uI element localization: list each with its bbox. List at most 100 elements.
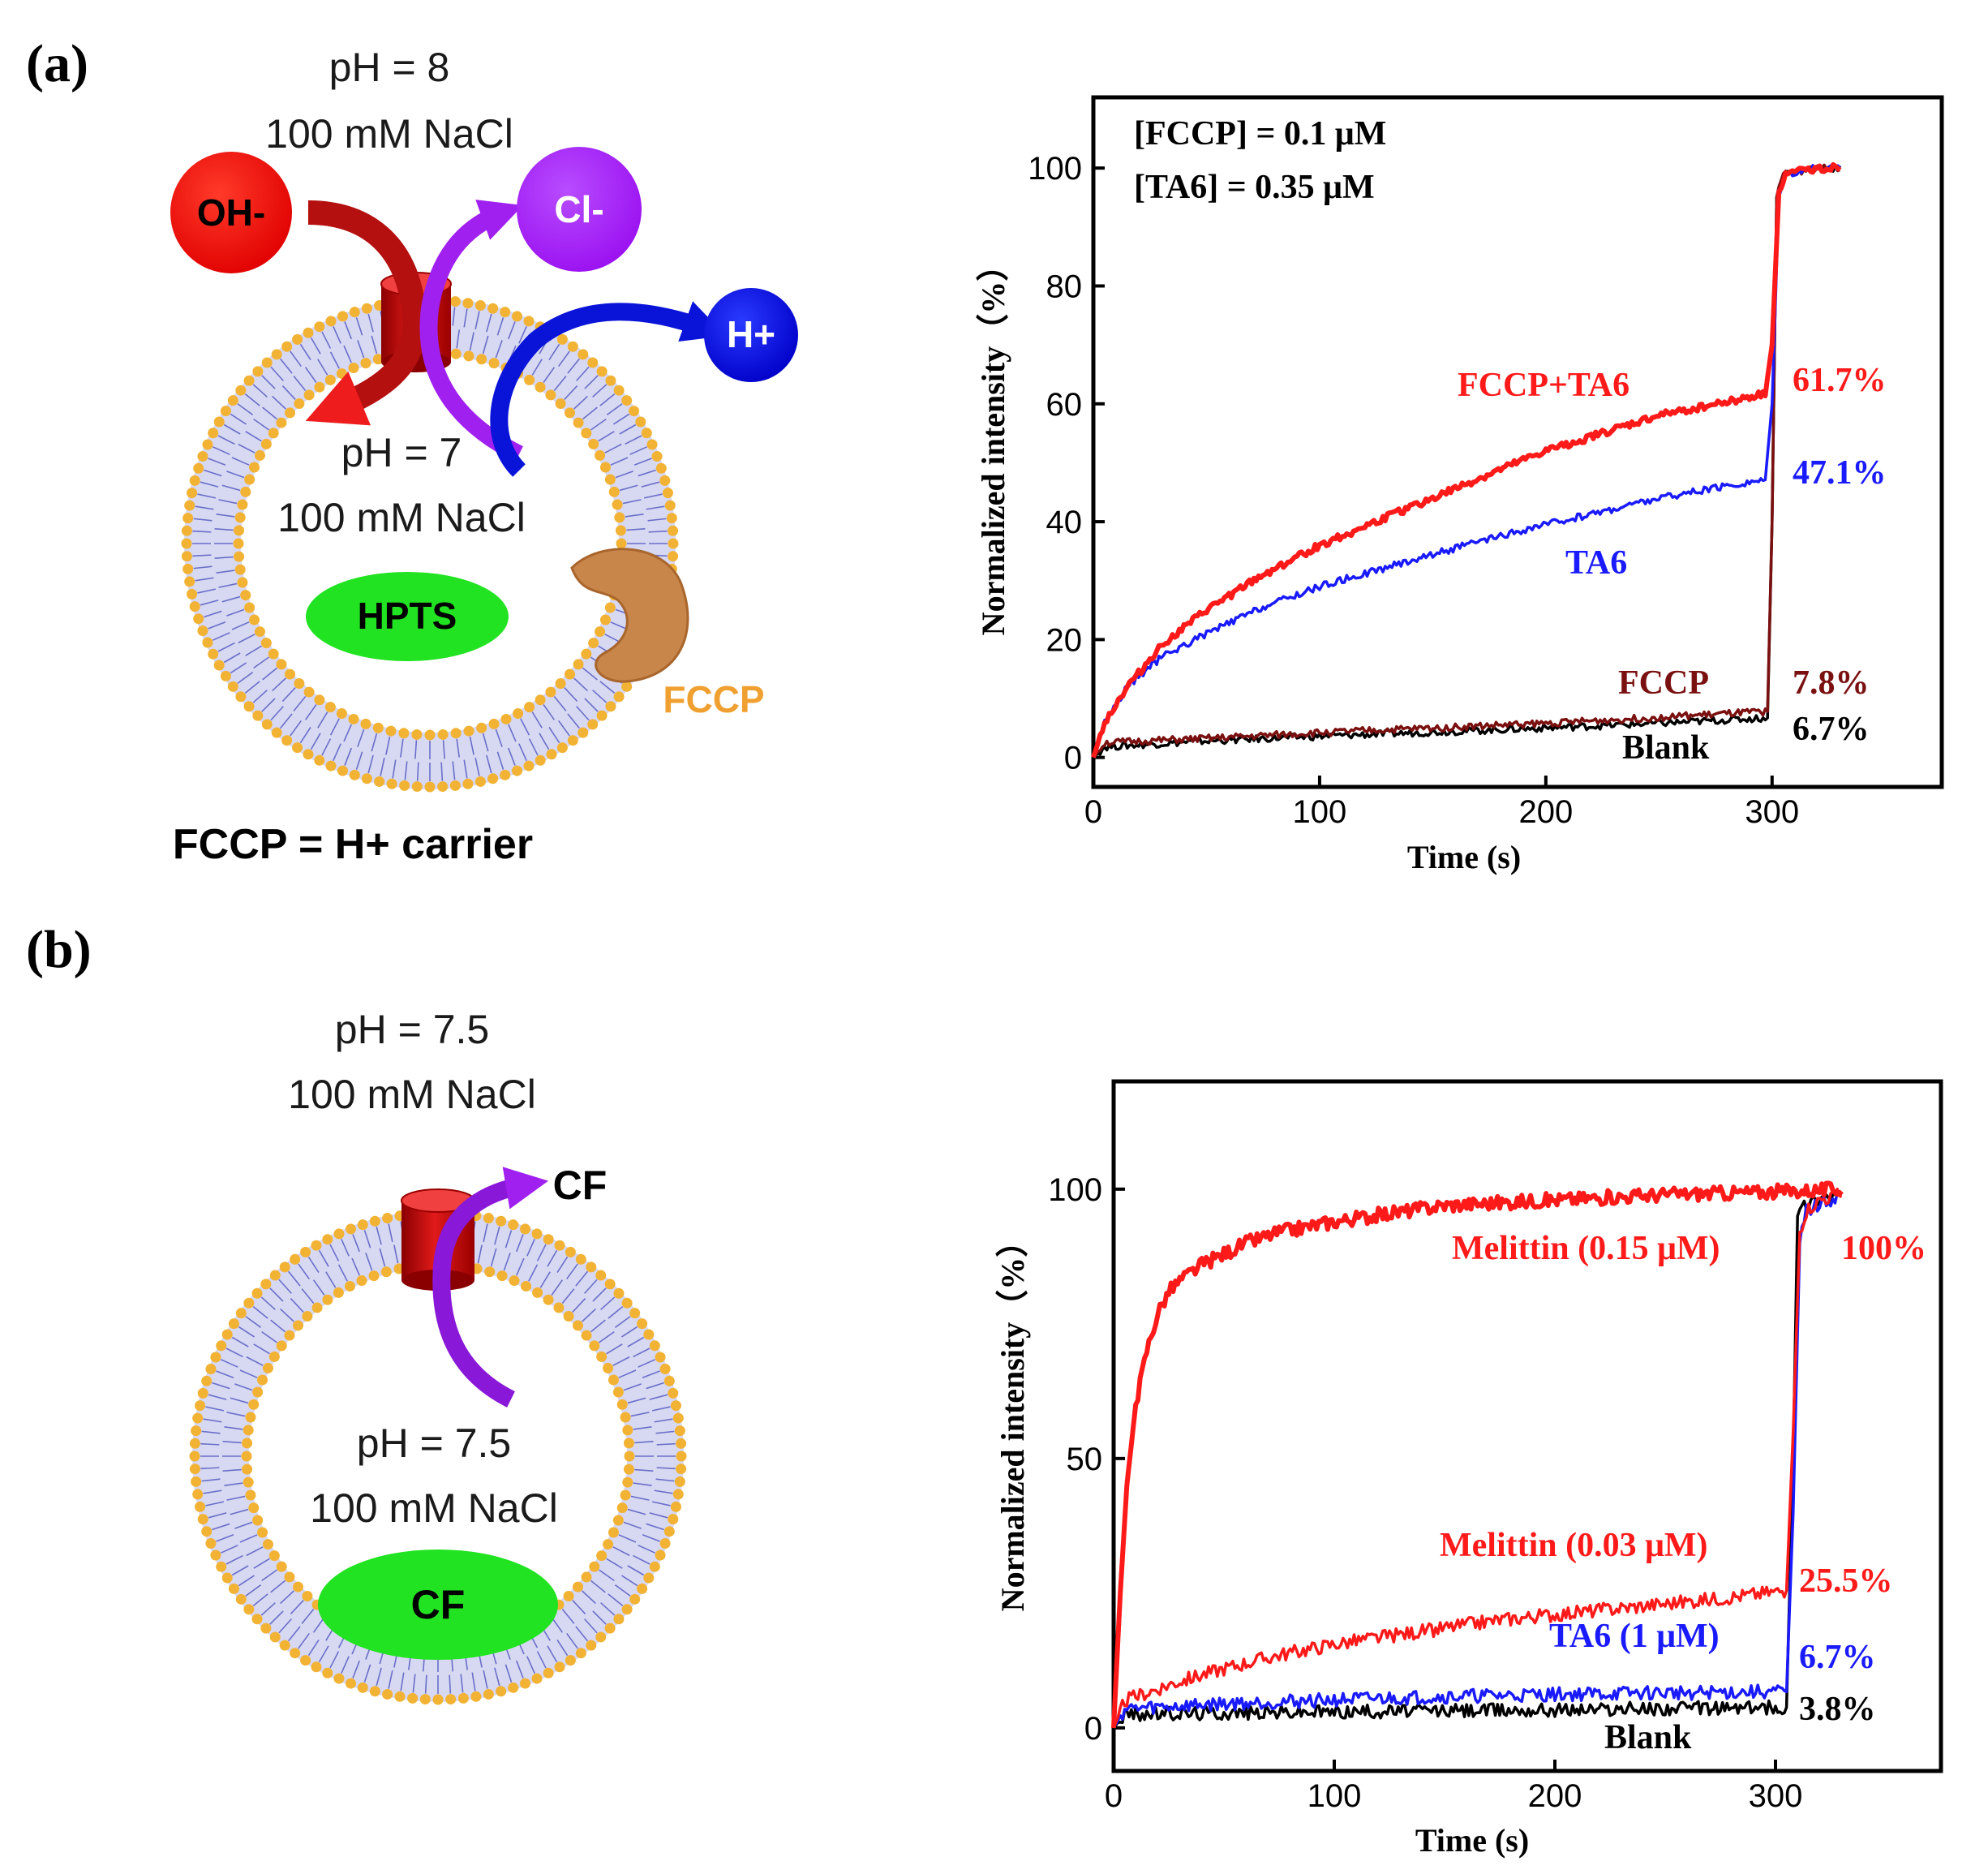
lipid-head — [623, 1438, 634, 1449]
lipid-head — [311, 1240, 322, 1251]
lipid-head — [294, 677, 305, 689]
lipid-tail — [576, 366, 590, 381]
lipid-tail — [299, 343, 311, 360]
lipid-head — [276, 1561, 287, 1572]
chart-b-label-melittin-015: Melittin (0.15 μM) — [1452, 1230, 1720, 1267]
oh-ion-label: OH- — [197, 191, 265, 234]
lipid-head — [500, 307, 511, 318]
lipid-tail — [280, 1590, 294, 1605]
lipid-tail — [217, 642, 235, 652]
lipid-tail — [516, 1234, 524, 1253]
lipid-head — [596, 1550, 608, 1562]
lipid-head — [261, 357, 273, 368]
cf-ellipse — [318, 1549, 558, 1660]
lipid-head — [523, 316, 535, 327]
chart-a-xlabel: Time (s) — [1407, 839, 1521, 875]
lipid-tail — [212, 1382, 230, 1390]
lipid-head — [257, 1374, 268, 1386]
lipid-head — [380, 1266, 392, 1278]
lipid-tail — [590, 418, 607, 431]
lipid-tail — [195, 577, 214, 582]
chart-b-xlabel: Time (s) — [1415, 1822, 1529, 1859]
lipid-tail — [195, 505, 214, 510]
lipid-head — [437, 729, 449, 740]
lipid-head — [292, 742, 303, 754]
lipid-head — [524, 702, 535, 713]
lipid-tail — [299, 727, 311, 744]
lipid-head — [252, 710, 264, 721]
lipid-head — [243, 1476, 254, 1488]
lipid-tail — [222, 1441, 242, 1444]
lipid-head — [374, 776, 385, 787]
lipid-head — [361, 303, 372, 314]
lipid-tail — [260, 1296, 276, 1310]
lipid-head — [595, 626, 606, 638]
lipid-tail — [592, 690, 608, 703]
lipid-tail — [231, 457, 250, 466]
lipid-head — [532, 1287, 543, 1298]
lipid-head — [612, 499, 623, 510]
series-line-0 — [1112, 1192, 1843, 1730]
lipid-head — [655, 1352, 666, 1363]
lipid-tail — [253, 1558, 270, 1569]
lipid-head — [419, 1694, 431, 1705]
x-tick-label: 200 — [1518, 794, 1573, 830]
lipid-tail — [608, 1305, 624, 1319]
lipid-head — [260, 438, 272, 449]
lipid-tail — [486, 754, 492, 774]
lipid-head — [622, 1476, 633, 1488]
lipid-tail — [463, 308, 468, 328]
lipid-head — [279, 1640, 290, 1651]
lipid-tail — [416, 762, 419, 781]
lipid-tail — [245, 1316, 262, 1328]
cl-efflux-arrow — [419, 200, 523, 462]
lipid-tail — [341, 1239, 350, 1257]
lipid-tail — [252, 1305, 268, 1319]
lipid-tail — [253, 418, 269, 431]
lipid-head — [496, 1686, 507, 1697]
lipid-tail — [582, 1590, 596, 1605]
lipid-head — [588, 438, 599, 449]
cf-released-label: CF — [553, 1163, 608, 1208]
y-tick-label: 60 — [1046, 387, 1083, 423]
lipid-tail — [440, 762, 444, 781]
lipid-tail — [654, 1489, 673, 1494]
lipid-tail — [388, 1670, 393, 1689]
lipid-tail — [218, 499, 238, 505]
lipid-head — [531, 1673, 543, 1684]
lipid-tail — [556, 1256, 569, 1273]
lipid-head — [337, 765, 348, 776]
chart-a-label-fccp: FCCP — [1618, 664, 1709, 702]
lipid-head — [476, 354, 487, 365]
chart-b-end-ta6: 6.7% — [1799, 1639, 1876, 1676]
lipid-head — [672, 1412, 684, 1424]
lipid-head — [322, 1294, 333, 1305]
lipid-head — [608, 486, 620, 497]
lipid-head — [523, 760, 535, 772]
lipid-tail — [539, 1271, 551, 1288]
lipid-tail — [261, 375, 276, 389]
lipid-tail — [238, 634, 255, 644]
lipid-tail — [592, 1287, 607, 1302]
fccp-carrier: FCCP — [570, 548, 765, 720]
lipid-tail — [237, 672, 254, 684]
lipid-head — [345, 1678, 356, 1689]
lipid-tail — [357, 729, 365, 747]
lipid-tail — [392, 759, 397, 779]
lipid-head — [182, 513, 194, 524]
lipid-head — [189, 1464, 200, 1475]
fccp-caption: FCCP = H+ carrier — [173, 821, 533, 868]
lipid-tail — [633, 458, 652, 466]
lipid-tail — [307, 1256, 320, 1273]
lipid-head — [563, 1311, 574, 1322]
lipid-tail — [272, 395, 286, 410]
lipid-head — [616, 1399, 628, 1410]
lipid-head — [356, 1275, 367, 1287]
lipid-tail — [619, 423, 637, 435]
cf-dye-label: CF — [411, 1582, 466, 1627]
lipid-tail — [376, 1667, 382, 1687]
lipid-tail — [214, 528, 234, 531]
lipid-tail — [474, 757, 480, 776]
series-line-3 — [1091, 161, 1842, 759]
